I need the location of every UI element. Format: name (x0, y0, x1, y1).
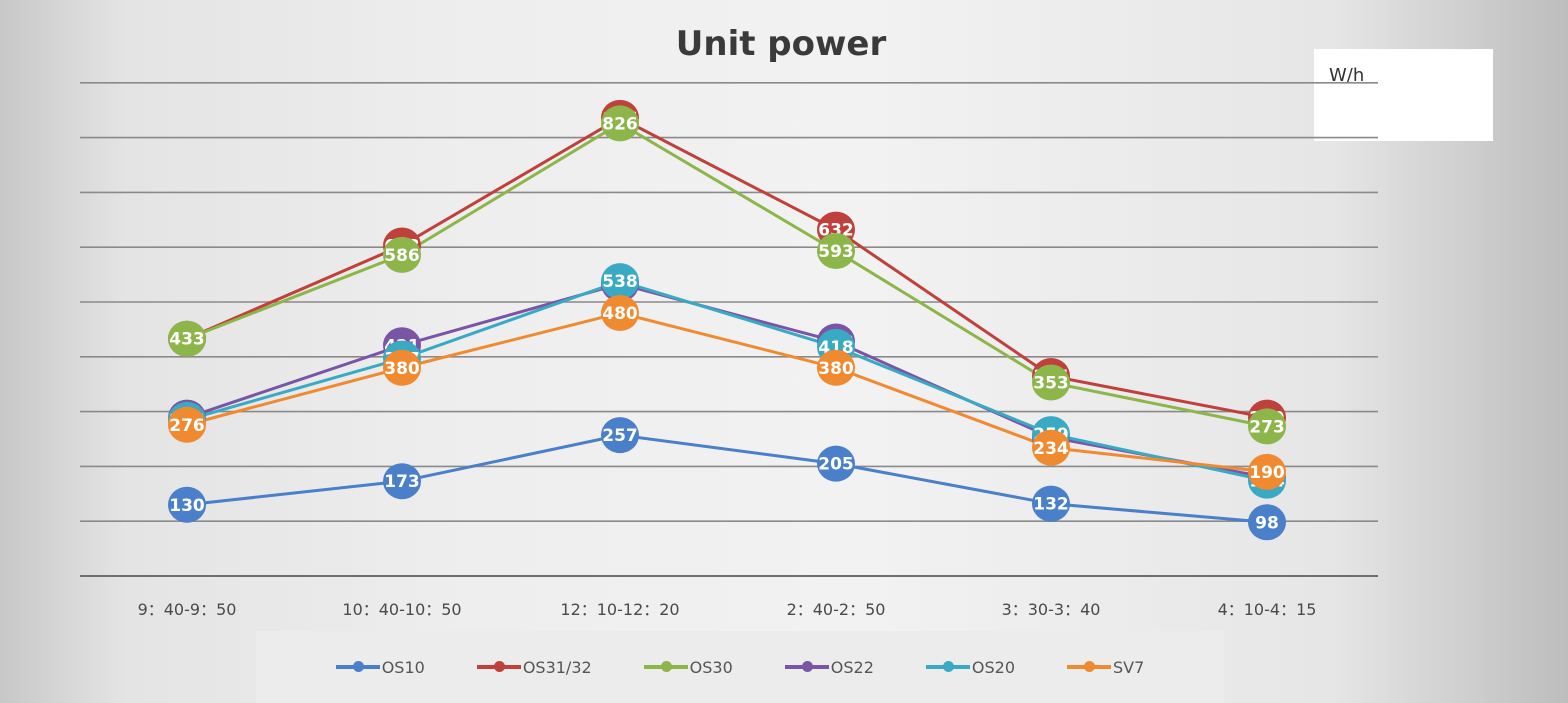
data-point: 190 (1248, 453, 1286, 490)
data-point: 586 (383, 236, 421, 273)
legend-item-os22[interactable]: OS22 (784, 657, 874, 677)
legend-item-os30[interactable]: OS30 (643, 657, 733, 677)
data-point: 380 (817, 349, 855, 386)
legend-item-sv7[interactable]: SV7 (1067, 658, 1144, 677)
x-axis-label: 10：40-10：50 (342, 600, 462, 619)
data-point: 234 (1032, 429, 1070, 466)
data-label: 173 (384, 472, 420, 492)
data-label: 190 (1249, 463, 1285, 483)
data-point: 480 (601, 294, 639, 331)
series-line-os20 (186, 279, 1268, 483)
data-point: 273 (1248, 408, 1286, 445)
legend-label: OS30 (689, 657, 733, 677)
data-label: 433 (169, 330, 205, 350)
data-label: 130 (169, 496, 205, 516)
x-axis-label: 2：40-2：50 (786, 600, 886, 619)
legend-line-marker-icon (335, 661, 380, 672)
data-label: 380 (384, 359, 420, 379)
data-point: 353 (1032, 364, 1070, 401)
data-point: 826 (601, 105, 639, 142)
x-axis-label: 3：30-3：40 (1001, 600, 1101, 619)
unit-label: W/h (1329, 65, 1365, 86)
x-axis-label: 9：40-9：50 (137, 600, 237, 619)
data-label: 353 (1033, 374, 1069, 394)
legend: OS10 OS31/32 OS30 OS22 OS20 SV7 (256, 631, 1224, 703)
legend-line-marker-icon (925, 661, 970, 672)
data-point: 130 (168, 486, 206, 523)
series-markers: 1301732572051329828942153342825318028539… (168, 99, 1286, 541)
data-label: 257 (602, 426, 638, 446)
data-label: 586 (384, 246, 420, 266)
data-label: 98 (1255, 513, 1279, 533)
data-label: 205 (818, 455, 854, 475)
data-label: 132 (1033, 495, 1069, 515)
legend-label: SV7 (1113, 657, 1145, 677)
legend-line-marker-icon (643, 661, 688, 672)
data-point: 98 (1248, 504, 1286, 541)
legend-label: OS31/32 (522, 657, 592, 677)
legend-label: OS22 (830, 657, 874, 677)
unit-label-box: W/h (1314, 49, 1493, 141)
data-label: 826 (602, 114, 638, 134)
series-line-os10 (186, 433, 1268, 524)
legend-line-marker-icon (784, 661, 829, 672)
legend-item-os31-32[interactable]: OS31/32 (476, 657, 592, 677)
data-point: 276 (168, 406, 206, 443)
chart-title: Unit power (675, 24, 887, 64)
data-point: 173 (383, 463, 421, 500)
data-point: 205 (817, 445, 855, 482)
legend-label: OS20 (971, 657, 1015, 677)
x-axis-label: 4：10-4：15 (1217, 600, 1317, 619)
legend-line-marker-icon (1067, 661, 1111, 672)
data-label: 380 (818, 359, 854, 379)
series-lines (186, 116, 1268, 524)
data-point: 593 (817, 233, 855, 270)
legend-label: OS10 (381, 657, 425, 677)
legend-item-os10[interactable]: OS10 (335, 657, 425, 677)
data-label: 276 (169, 416, 205, 436)
data-label: 234 (1033, 439, 1069, 459)
gridlines (80, 82, 1378, 577)
x-axis-label: 12：10-12：20 (560, 600, 680, 619)
legend-line-marker-icon (476, 661, 521, 672)
data-label: 593 (818, 242, 854, 262)
data-point: 257 (601, 417, 639, 454)
data-label: 538 (602, 272, 638, 292)
data-point: 433 (168, 320, 206, 357)
data-point: 132 (1032, 485, 1070, 522)
series-line-os31-32 (186, 116, 1268, 420)
series-line-sv7 (186, 311, 1268, 474)
data-point: 380 (383, 349, 421, 386)
data-label: 273 (1249, 417, 1285, 437)
data-point: 538 (601, 263, 639, 300)
data-label: 480 (602, 304, 638, 324)
legend-item-os20[interactable]: OS20 (925, 657, 1015, 677)
series-line-os30 (186, 121, 1268, 428)
